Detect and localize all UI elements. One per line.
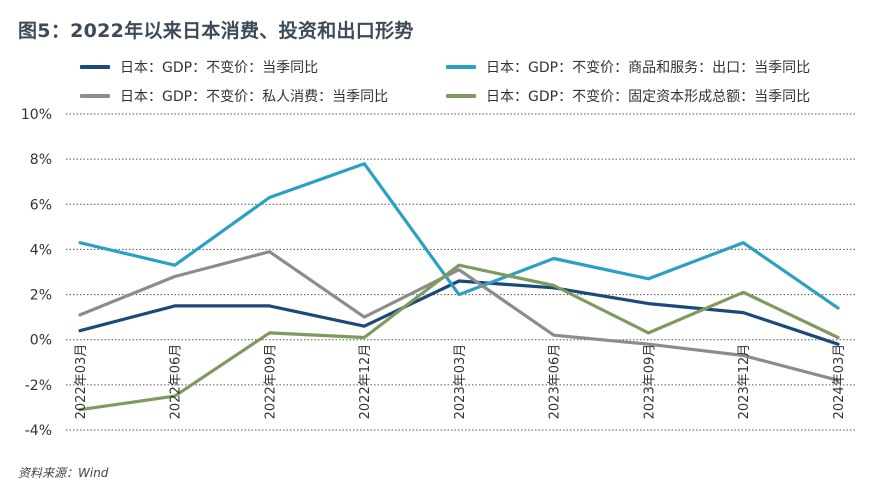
x-tick-label: 2022年09月 [264,344,279,420]
legend-item-gdp: 日本：GDP：不变价：当季同比 [80,57,318,77]
legend-swatch-consumption [80,94,110,98]
legend-item-exports: 日本：GDP：不变价：商品和服务：出口：当季同比 [446,57,810,77]
x-tick-label: 2022年12月 [358,344,373,420]
chart-title: 图5：2022年以来日本消费、投资和出口形势 [18,20,414,42]
series-line-3 [78,263,840,412]
y-tick-label: 0% [30,333,52,349]
legend-swatch-exports [446,65,476,69]
legend-label-investment: 日本：GDP：不变价：固定资本形成总额：当季同比 [486,89,811,105]
x-tick-label: 2023年03月 [453,344,468,420]
legend-item-consumption: 日本：GDP：不变价：私人消费：当季同比 [80,86,388,106]
x-tick-label: 2023年12月 [737,344,752,420]
x-tick-label: 2022年06月 [169,344,184,420]
y-tick-label: -2% [25,378,52,394]
series-line-0 [78,279,840,346]
y-tick-label: -4% [25,423,52,439]
y-tick-label: 10% [21,107,52,123]
legend-item-investment: 日本：GDP：不变价：固定资本形成总额：当季同比 [446,86,810,106]
legend-swatch-investment [446,94,476,98]
x-tick-label: 2024年03月 [832,344,847,420]
source-note: 资料来源：Wind [18,466,109,480]
y-tick-label: 4% [30,242,52,258]
legend-label-gdp: 日本：GDP：不变价：当季同比 [120,60,319,76]
y-tick-label: 6% [30,197,52,213]
legend-label-consumption: 日本：GDP：不变价：私人消费：当季同比 [120,89,389,105]
x-tick-label: 2023年09月 [643,344,658,420]
series-line-1 [78,162,840,310]
y-tick-label: 8% [30,152,52,168]
legend-label-exports: 日本：GDP：不变价：商品和服务：出口：当季同比 [486,60,811,76]
legend-swatch-gdp [80,65,110,69]
series-line-2 [78,250,840,382]
x-tick-label: 2022年03月 [74,344,89,420]
y-tick-label: 2% [30,288,52,304]
x-tick-label: 2023年06月 [548,344,563,420]
